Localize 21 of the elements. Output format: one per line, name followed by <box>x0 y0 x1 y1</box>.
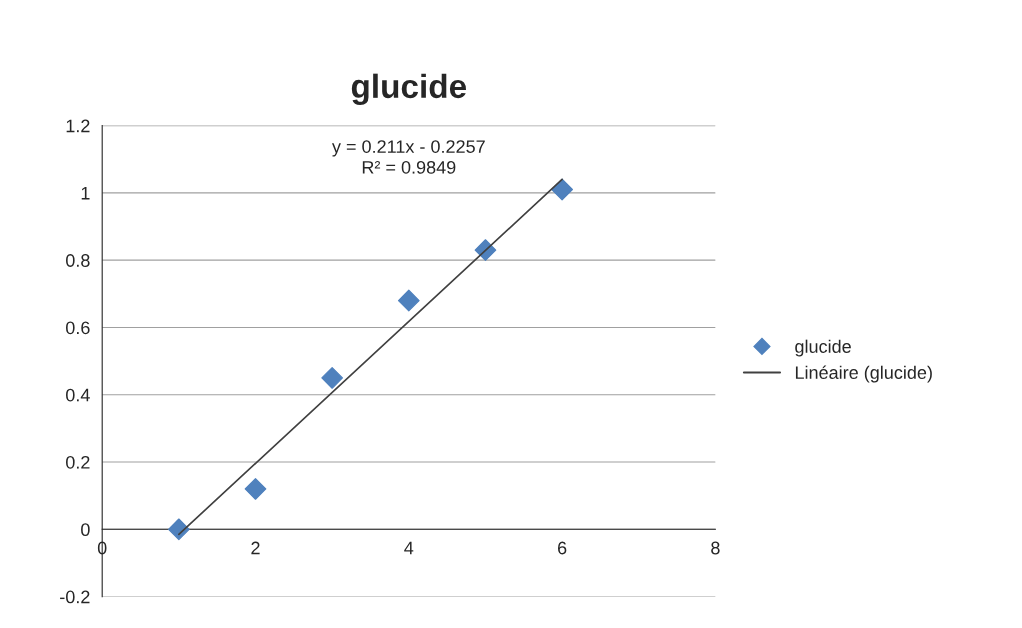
legend-label: glucide <box>795 339 851 357</box>
y-tick-label: 0.2 <box>66 455 90 469</box>
point <box>244 478 267 500</box>
point <box>551 178 573 201</box>
point <box>167 518 190 541</box>
legend-label: Linéaire (glucide) <box>795 365 932 383</box>
point <box>397 289 420 312</box>
x-tick-label: 4 <box>404 541 414 555</box>
y-tick-label: 0 <box>81 523 90 537</box>
y-tick-label: -0.2 <box>60 590 90 604</box>
y-tick-label: 0.8 <box>66 254 90 267</box>
chart-title: glucide <box>351 73 467 105</box>
annotation: y = 0.211x - 0.2257 R² = 0.9849 <box>331 140 485 174</box>
y-tick-label: 1.2 <box>66 119 90 133</box>
point <box>321 367 344 389</box>
y-tick-label: 0.4 <box>66 388 90 402</box>
y-tick-label: 1 <box>81 187 90 200</box>
y-tick-label: 0.6 <box>66 321 90 335</box>
x-tick-label: 2 <box>251 541 260 555</box>
x-tick-label: 8 <box>711 541 720 555</box>
x-tick-label: 6 <box>558 541 567 555</box>
